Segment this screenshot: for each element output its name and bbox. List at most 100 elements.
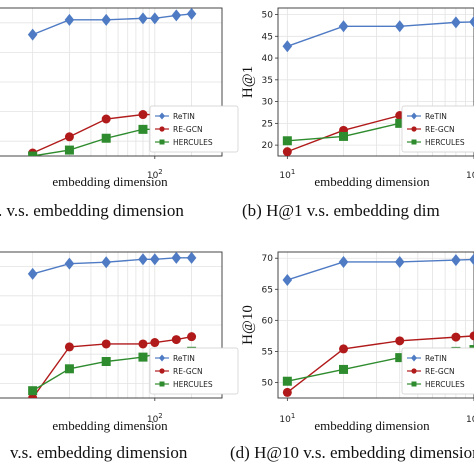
y-tick-label: 65 xyxy=(262,285,273,295)
legend: ReTIN RE-GCN HERCULES xyxy=(149,347,239,395)
legend-marker xyxy=(159,368,165,374)
data-point-retin xyxy=(469,15,474,28)
legend-marker xyxy=(411,354,417,362)
y-axis-label: H@1 xyxy=(240,66,256,98)
series-group xyxy=(27,252,197,398)
data-point-hercules xyxy=(395,118,405,128)
data-point-regcn xyxy=(101,114,111,124)
data-point-regcn xyxy=(282,147,292,156)
series-line-retin xyxy=(287,258,474,281)
caption-d: (d) H@10 v.s. embedding dimension xyxy=(230,443,474,462)
legend-label: RE-GCN xyxy=(173,125,203,134)
series-line-retin xyxy=(287,21,474,47)
data-point-retin xyxy=(451,16,461,29)
plot-frame xyxy=(277,7,474,157)
legend-marker xyxy=(411,139,417,145)
y-tick-label: 50 xyxy=(262,11,274,21)
legend-marker xyxy=(411,368,417,374)
caption-b: (b) H@1 v.s. embedding dim xyxy=(242,201,440,220)
data-point-hercules xyxy=(101,357,111,366)
x-tick-label: 101 xyxy=(279,412,295,425)
data-point-regcn xyxy=(339,344,349,354)
x-axis-label: embedding dimension xyxy=(314,418,430,433)
data-point-retin xyxy=(338,20,349,33)
x-axis-label: embedding dimension xyxy=(314,174,430,189)
data-point-retin xyxy=(64,13,75,26)
legend-box xyxy=(401,347,474,395)
legend-label: HERCULES xyxy=(173,380,213,389)
data-point-regcn xyxy=(282,387,292,397)
legend-marker xyxy=(159,139,165,145)
chart-b: 20 25 30 35 40 45 50 101 102 embedding dimension H… xyxy=(240,7,474,189)
data-point-hercules xyxy=(282,376,292,386)
data-point-retin xyxy=(64,257,75,270)
plot-frame xyxy=(277,251,474,399)
legend-box xyxy=(149,105,239,153)
data-point-regcn xyxy=(469,331,474,341)
data-point-retin xyxy=(469,253,474,266)
legend-label: RE-GCN xyxy=(425,125,455,134)
data-point-retin xyxy=(282,273,293,286)
data-point-regcn xyxy=(138,339,148,349)
data-point-retin xyxy=(186,8,197,20)
data-point-hercules xyxy=(339,131,349,141)
data-point-regcn xyxy=(150,338,160,348)
legend-label: ReTIN xyxy=(173,112,195,121)
data-point-hercules xyxy=(64,145,74,155)
data-point-hercules xyxy=(395,353,405,363)
y-tick-label: 70 xyxy=(262,254,274,264)
y-tick-label: 50 xyxy=(262,378,274,388)
legend-box xyxy=(149,347,239,395)
legend-marker xyxy=(411,126,417,132)
data-point-retin xyxy=(282,40,293,53)
legend-label: HERCULES xyxy=(425,138,465,147)
data-point-retin xyxy=(186,252,197,264)
y-tick-label: 45 xyxy=(262,32,273,42)
y-tick-label: 20 xyxy=(262,141,274,151)
legend-marker xyxy=(411,381,417,387)
y-axis-label: H@10 xyxy=(240,305,256,345)
chart-d: 50 55 60 65 70 101 102 embedding dimension H@10 R… xyxy=(240,251,474,433)
x-tick-label-exponent: 2 xyxy=(158,412,162,420)
data-point-hercules xyxy=(282,136,292,146)
legend-marker xyxy=(411,112,417,120)
legend-marker xyxy=(159,112,165,120)
data-point-retin xyxy=(394,255,405,268)
plot-frame xyxy=(0,251,223,399)
data-point-regcn xyxy=(451,332,461,342)
data-point-hercules xyxy=(28,151,38,156)
caption-c: v.s. embedding dimension xyxy=(10,443,188,462)
x-tick-label-exponent: 1 xyxy=(291,412,295,420)
x-tick-label-exponent: 1 xyxy=(291,168,295,176)
x-tick-label-exponent: 2 xyxy=(158,168,162,176)
data-point-regcn xyxy=(187,332,197,342)
data-point-hercules xyxy=(101,133,111,143)
y-tick-label: 40 xyxy=(262,54,274,64)
series-line-retin xyxy=(32,257,192,275)
legend-box xyxy=(401,105,474,153)
data-point-retin xyxy=(138,12,148,25)
x-axis-label: embedding dimension xyxy=(52,418,168,433)
data-point-regcn xyxy=(101,339,111,349)
y-tick-label: 30 xyxy=(262,98,274,108)
legend-marker xyxy=(159,381,165,387)
data-point-regcn xyxy=(138,110,148,120)
plot-frame xyxy=(0,7,223,157)
data-point-hercules xyxy=(138,352,148,362)
legend-label: ReTIN xyxy=(173,354,195,363)
data-point-retin xyxy=(150,253,160,266)
y-tick-label: 25 xyxy=(262,119,273,129)
legend-label: RE-GCN xyxy=(173,367,203,376)
legend-label: HERCULES xyxy=(425,380,465,389)
legend-label: RE-GCN xyxy=(425,367,455,376)
x-tick-label: 102 xyxy=(466,412,474,425)
data-point-hercules xyxy=(138,124,148,134)
y-tick-label: 35 xyxy=(262,76,273,86)
data-point-retin xyxy=(138,253,148,266)
x-tick-label: 101 xyxy=(279,168,295,181)
data-point-retin xyxy=(150,12,160,25)
legend-label: ReTIN xyxy=(425,112,447,121)
legend-marker xyxy=(159,126,165,132)
y-tick-label: 60 xyxy=(262,316,274,326)
